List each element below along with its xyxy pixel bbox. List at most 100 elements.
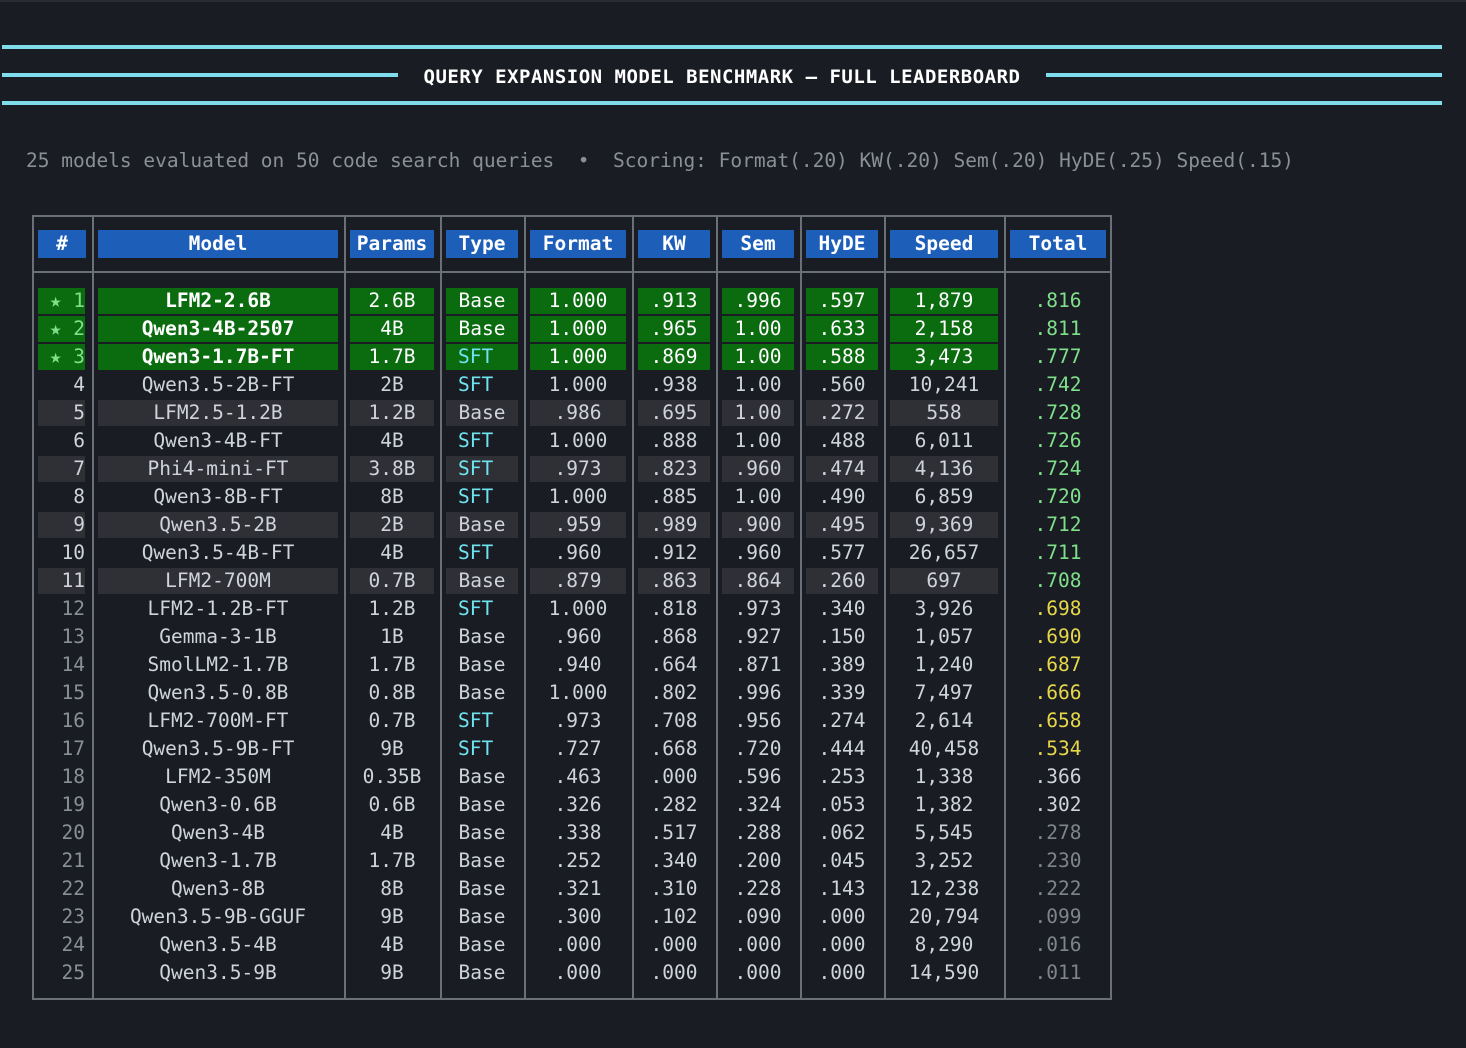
cell-params: 4B [380,821,404,844]
window-top-edge [0,0,1466,2]
cell-type: Base [446,400,518,426]
page-subtitle: 25 models evaluated on 50 code search qu… [26,149,1294,172]
cell-speed: 5,545 [914,821,974,844]
cell-total: .534 [1034,737,1082,760]
cell-total: .302 [1034,793,1082,816]
cell-model: Qwen3.5-0.8B [147,681,289,704]
cell-kw: .823 [638,456,710,482]
cell-sem: .996 [734,681,782,704]
cell-type: Base [458,905,506,928]
cell-speed: 10,241 [908,373,980,396]
cell-type: SFT [458,485,494,508]
cell-type: SFT [458,373,494,396]
cell-params: 1B [380,625,404,648]
cell-params: 2B [380,373,404,396]
cell-kw: .912 [650,541,698,564]
cell-format: .727 [554,737,602,760]
column-header-format[interactable]: Format [530,230,626,258]
cell-speed: 6,011 [914,429,974,452]
cell-total: .724 [1034,457,1082,480]
cell-format: .973 [530,456,626,482]
cell-params: 1.2B [350,400,434,426]
cell-rank: 18 [61,765,85,788]
cell-total: .690 [1034,625,1082,648]
cell-model: Qwen3.5-2B [98,512,338,538]
cell-speed: 3,926 [914,597,974,620]
cell-format: .986 [530,400,626,426]
cell-kw: .869 [638,344,710,370]
cell-rank: ★ 2 [38,316,85,342]
cell-rank: 11 [38,568,85,594]
cell-params: 4B [380,541,404,564]
column-divider [884,217,886,998]
cell-type: Base [446,568,518,594]
cell-params: 1.7B [368,653,416,676]
cell-model: LFM2-700M-FT [147,709,289,732]
cell-type: Base [458,793,506,816]
cell-hyde: .389 [818,653,866,676]
cell-sem: .956 [734,709,782,732]
column-header-type[interactable]: Type [446,230,518,258]
column-header-kw[interactable]: KW [638,230,710,258]
cell-total: .366 [1034,765,1082,788]
cell-speed: 4,136 [890,456,998,482]
cell-hyde: .053 [818,793,866,816]
cell-params: 3.8B [350,456,434,482]
cell-speed: 7,497 [914,681,974,704]
cell-format: 1.000 [530,344,626,370]
cell-total: .698 [1034,597,1082,620]
cell-params: 8B [380,485,404,508]
column-header-params[interactable]: Params [350,230,434,258]
cell-params: 1.7B [350,344,434,370]
cell-type: SFT [458,597,494,620]
cell-model: Qwen3-8B-FT [153,485,283,508]
column-header-total[interactable]: Total [1010,230,1106,258]
cell-sem: .927 [734,625,782,648]
cell-kw: .938 [650,373,698,396]
cell-format: 1.000 [548,597,608,620]
cell-rank: 12 [61,597,85,620]
cell-rank: 17 [61,737,85,760]
cell-kw: .000 [650,933,698,956]
cell-sem: .228 [734,877,782,900]
cell-total: .720 [1034,485,1082,508]
cell-rank: 14 [61,653,85,676]
column-header-speed[interactable]: Speed [890,230,998,258]
cell-model: Qwen3.5-9B-GGUF [129,905,307,928]
cell-kw: .517 [650,821,698,844]
cell-type: SFT [458,709,494,732]
cell-format: .326 [554,793,602,816]
page-title: QUERY EXPANSION MODEL BENCHMARK — FULL L… [423,66,1021,88]
column-header-model[interactable]: Model [98,230,338,258]
cell-params: 0.7B [350,568,434,594]
cell-rank: 7 [38,456,85,482]
cell-sem: .973 [734,597,782,620]
cell-rank: 21 [61,849,85,872]
cell-format: .000 [554,933,602,956]
cell-hyde: .260 [806,568,878,594]
cell-kw: .802 [650,681,698,704]
title-rule-right [1046,73,1442,77]
cell-type: Base [458,681,506,704]
cell-format: .879 [530,568,626,594]
leaderboard-table: # Model Params Type Format KW Sem HyDE Speed Tota… [32,215,1112,1000]
cell-rank: 25 [61,961,85,984]
cell-rank: 20 [61,821,85,844]
cell-params: 0.8B [368,681,416,704]
cell-speed: 9,369 [890,512,998,538]
cell-sem: 1.00 [722,344,794,370]
column-header-hyde[interactable]: HyDE [806,230,878,258]
column-header-sem[interactable]: Sem [722,230,794,258]
cell-type: Base [458,625,506,648]
cell-hyde: .045 [818,849,866,872]
cell-speed: 2,614 [914,709,974,732]
cell-hyde: .633 [806,316,878,342]
title-rule-bottom [2,101,1442,105]
cell-model: Qwen3.5-9B [159,961,277,984]
cell-speed: 14,590 [908,961,980,984]
cell-type: Base [458,653,506,676]
column-header-rank[interactable]: # [38,230,86,258]
cell-sem: 1.00 [734,485,782,508]
cell-rank: 9 [38,512,85,538]
cell-params: 0.6B [368,793,416,816]
